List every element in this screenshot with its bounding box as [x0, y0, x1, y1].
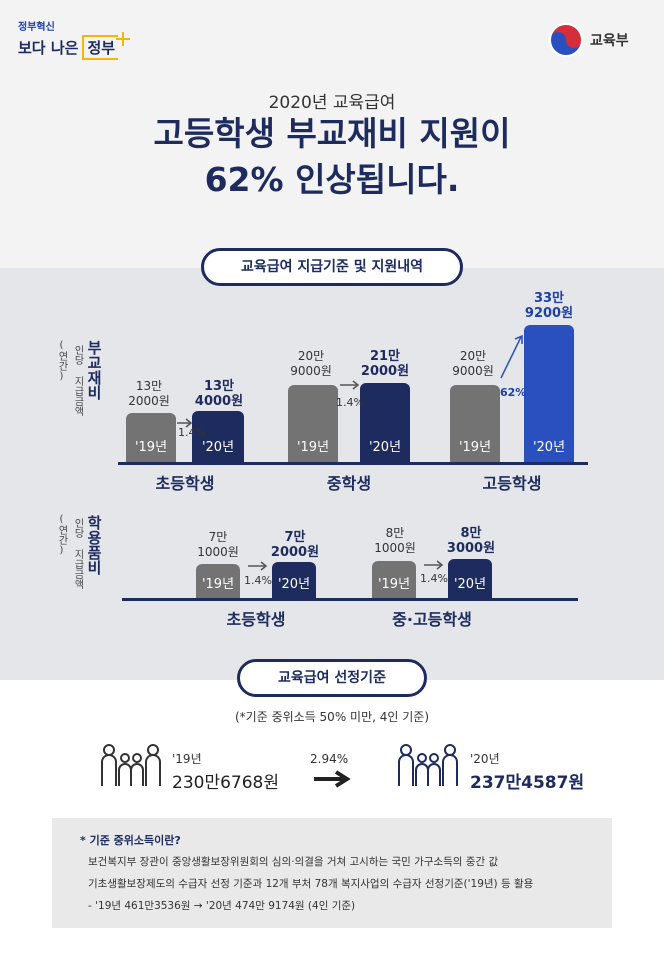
ministry-name: 교육부	[590, 33, 629, 49]
book-elem-after-value: 13만 4000원	[194, 379, 244, 409]
ministry-logo: 교육부	[548, 22, 629, 58]
taegeuk-icon	[549, 23, 583, 57]
main-title-line2: 62% 인상됩니다.	[204, 160, 460, 199]
arrow-right-icon	[314, 770, 351, 788]
logo-small-text: 정부혁신	[18, 22, 55, 33]
book-mid-after-bar: '20년	[360, 383, 410, 463]
main-title-line1: 고등학생 부교재비 지원이	[153, 114, 511, 153]
logo-big-text: 보다 나은	[18, 39, 79, 57]
logo-box-text: 정부	[82, 35, 119, 60]
footnote-line2: 기초생활보장제도의 수급자 선정 기준과 12개 부처 78개 복지사업의 수급…	[88, 878, 534, 890]
supplies-unit-label: 인당 지급금액	[72, 518, 83, 589]
book-elem-before-label: '19년	[134, 440, 168, 455]
book-elem-after-bar: '20년	[192, 411, 244, 463]
book-mid-group-label: 중학생	[326, 474, 372, 493]
footnote-box: * 기준 중위소득이란? 보건복지부 장관이 중앙생활보장위원회의 심의·의결을…	[52, 818, 612, 928]
supplies-high-rate: 1.4%	[420, 572, 448, 585]
supplies-elem-before-label: '19년	[201, 577, 235, 592]
supplies-high-after-value: 8만 3000원	[446, 526, 496, 556]
book-mid-before-label: '19년	[296, 440, 330, 455]
book-high-after-bar: '20년	[524, 325, 574, 463]
supplies-chart-baseline	[122, 598, 578, 601]
supplies-high-before-value: 8만 1000원	[374, 526, 416, 555]
book-elem-rate: 1.4%	[178, 426, 206, 439]
family-icon	[101, 744, 161, 786]
income-after-value: 237만4587원	[470, 773, 585, 793]
book-mid-after-label: '20년	[368, 440, 402, 455]
arrow-right-icon	[500, 334, 523, 379]
subtitle: 2020년 교육급여	[268, 93, 396, 113]
book-mid-before-bar: '19년	[288, 385, 338, 463]
book-mid-rate: 1.4%	[336, 396, 364, 409]
income-before-label: '19년	[172, 752, 202, 766]
supplies-high-after-bar: '20년	[448, 559, 492, 599]
footnote-line3: - '19년 461만3536원 → '20년 474만 9174원 (4인 기…	[88, 900, 356, 912]
arrow-right-icon	[424, 560, 444, 570]
supplies-elem-after-bar: '20년	[272, 562, 316, 599]
supplies-high-group-label: 중·고등학생	[392, 610, 472, 629]
gov-innovation-logo: 정부혁신 보다 나은 정부	[18, 18, 131, 60]
arrow-right-icon	[340, 380, 360, 390]
book-high-before-value: 20만 9000원	[452, 349, 494, 378]
footnote-line1: 보건복지부 장관이 중앙생활보장위원회의 심의·의결을 거쳐 고시하는 국민 가…	[88, 856, 499, 868]
supplies-high-before-bar: '19년	[372, 561, 416, 599]
arrow-right-icon	[248, 561, 268, 571]
book-mid-after-value: 21만 2000원	[360, 349, 410, 379]
plus-icon	[116, 31, 131, 46]
book-unit-label: 인당 지급금액	[72, 345, 83, 416]
book-high-before-bar: '19년	[450, 385, 500, 463]
book-high-before-label: '19년	[458, 440, 492, 455]
section1-title: 교육급여 지급기준 및 지원내역	[201, 248, 463, 286]
income-after-label: '20년	[470, 752, 500, 766]
income-before-value: 230만6768원	[172, 773, 279, 793]
supplies-elem-group-label: 초등학생	[226, 610, 286, 629]
book-high-after-label: '20년	[532, 440, 566, 455]
book-high-after-value: 33만 9200원	[524, 291, 574, 321]
supplies-high-before-label: '19년	[377, 577, 411, 592]
book-elem-group-label: 초등학생	[155, 474, 215, 493]
book-elem-before-value: 13만 2000원	[128, 379, 170, 408]
book-category-label: 부교재비	[85, 340, 103, 400]
family-icon	[398, 744, 458, 786]
footnote-title: * 기준 중위소득이란?	[80, 834, 181, 847]
supplies-elem-after-label: '20년	[277, 577, 311, 592]
supplies-period-label: (연간)	[56, 514, 67, 556]
book-chart-baseline	[118, 462, 588, 465]
supplies-category-label: 학용품비	[85, 515, 103, 575]
arrow-right-icon	[177, 418, 193, 428]
supplies-elem-rate: 1.4%	[244, 574, 272, 587]
book-mid-before-value: 20만 9000원	[290, 349, 332, 378]
book-period-label: (연간)	[56, 340, 67, 382]
supplies-elem-before-value: 7만 1000원	[197, 530, 239, 559]
income-rate: 2.94%	[310, 752, 349, 766]
supplies-elem-before-bar: '19년	[196, 564, 240, 599]
book-high-group-label: 고등학생	[482, 474, 542, 493]
book-elem-after-label: '20년	[201, 440, 235, 455]
supplies-high-after-label: '20년	[453, 577, 487, 592]
supplies-elem-after-value: 7만 2000원	[270, 530, 320, 560]
book-elem-before-bar: '19년	[126, 413, 176, 463]
section2-note: (*기준 중위소득 50% 미만, 4인 기준)	[235, 710, 429, 724]
section2-title: 교육급여 선정기준	[237, 659, 427, 697]
book-high-rate: 62%	[500, 386, 527, 399]
